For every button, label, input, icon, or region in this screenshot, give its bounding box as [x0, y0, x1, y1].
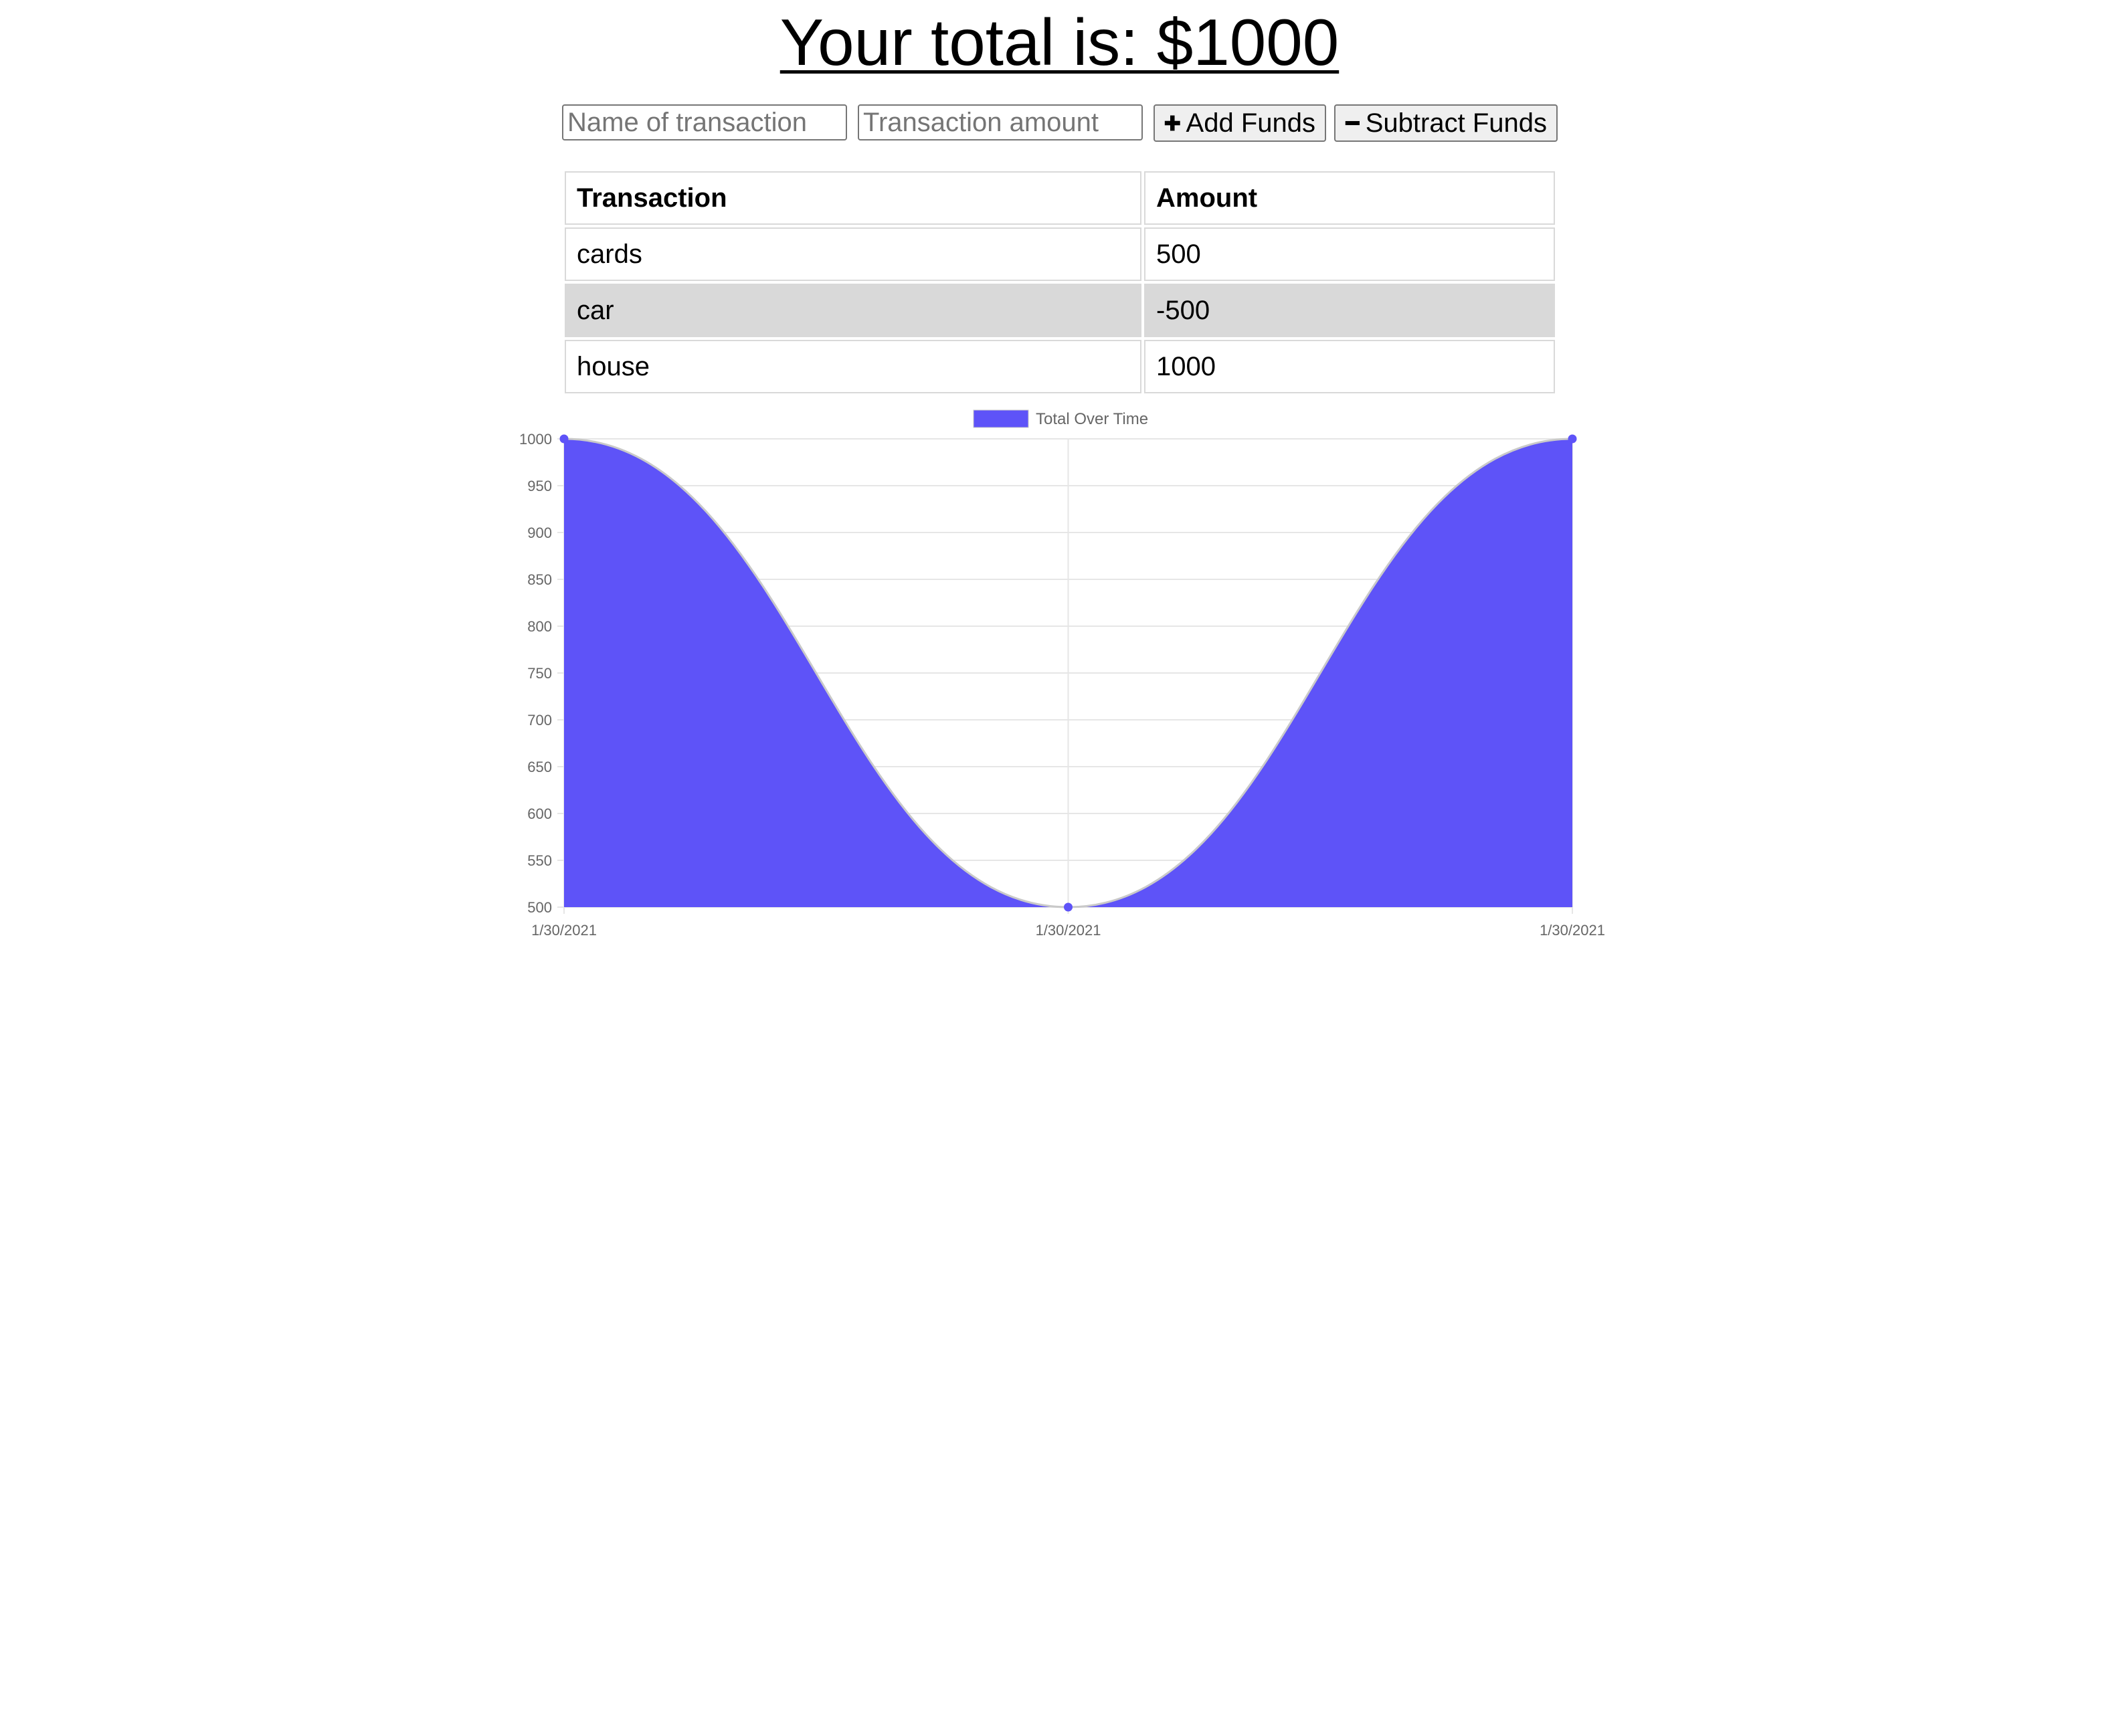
transaction-name-cell: car — [565, 284, 1141, 337]
minus-icon — [1345, 120, 1360, 126]
y-tick-label: 800 — [527, 618, 552, 635]
x-tick-label: 1/30/2021 — [1036, 922, 1101, 939]
transaction-amount-cell: -500 — [1144, 284, 1555, 337]
table-header-row: Transaction Amount — [565, 171, 1555, 225]
table-row: house 1000 — [565, 340, 1555, 393]
subtract-funds-button[interactable]: Subtract Funds — [1334, 104, 1558, 142]
y-tick-label: 750 — [527, 665, 552, 682]
area-fill — [564, 439, 1572, 907]
transaction-name-cell: cards — [565, 227, 1141, 281]
transaction-name-cell: house — [565, 340, 1141, 393]
transaction-amount-cell: 500 — [1144, 227, 1555, 281]
y-tick-label: 850 — [527, 571, 552, 588]
data-point — [1568, 434, 1577, 444]
x-tick-label: 1/30/2021 — [1540, 922, 1605, 939]
legend-label: Total Over Time — [1036, 410, 1148, 428]
y-tick-label: 900 — [527, 524, 552, 541]
data-point — [1064, 902, 1073, 912]
legend-swatch — [973, 409, 1029, 428]
y-tick-label: 1000 — [519, 431, 552, 448]
plus-icon — [1164, 115, 1180, 131]
add-funds-label: Add Funds — [1186, 108, 1315, 138]
add-funds-button[interactable]: Add Funds — [1154, 104, 1326, 142]
y-tick-label: 700 — [527, 712, 552, 729]
x-tick-label: 1/30/2021 — [531, 922, 597, 939]
transaction-name-input[interactable] — [562, 104, 847, 140]
y-tick-label: 500 — [527, 899, 552, 916]
table-row: car -500 — [565, 284, 1555, 337]
y-tick-label: 550 — [527, 852, 552, 869]
column-header-transaction: Transaction — [565, 171, 1141, 225]
data-point — [559, 434, 569, 444]
subtract-funds-label: Subtract Funds — [1365, 108, 1547, 138]
table-row: cards 500 — [565, 227, 1555, 281]
transactions-table: Transaction Amount cards 500 car -500 ho… — [562, 169, 1558, 396]
y-tick-label: 950 — [527, 478, 552, 494]
page-title: Your total is: $1000 — [779, 5, 1340, 79]
transaction-amount-cell: 1000 — [1144, 340, 1555, 393]
transaction-amount-input[interactable] — [858, 104, 1143, 140]
y-tick-label: 600 — [527, 805, 552, 822]
total-over-time-chart: 1000 950 900 850 800 750 700 650 600 550 500 1/30/2… — [519, 409, 1605, 939]
column-header-amount: Amount — [1144, 171, 1555, 225]
y-tick-label: 650 — [527, 759, 552, 775]
